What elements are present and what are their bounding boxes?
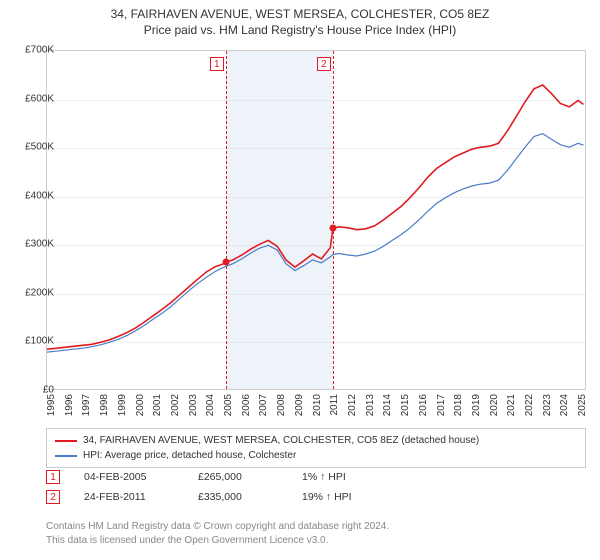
xtick-label: 2010 [312,394,323,416]
xtick-label: 2007 [258,394,269,416]
sale-dot-2 [329,225,336,232]
sale-row-1: 1 04-FEB-2005 £265,000 1% ↑ HPI [46,470,586,484]
xtick-label: 2013 [365,394,376,416]
xtick-label: 1996 [64,394,75,416]
sale-date-2: 24-FEB-2011 [84,491,174,503]
legend: 34, FAIRHAVEN AVENUE, WEST MERSEA, COLCH… [46,428,586,468]
sale-badge-2: 2 [46,490,60,504]
xtick-label: 2025 [577,394,588,416]
ytick-label: £500K [25,142,54,153]
title-line1: 34, FAIRHAVEN AVENUE, WEST MERSEA, COLCH… [0,6,600,22]
xtick-label: 1998 [99,394,110,416]
xtick-label: 2018 [453,394,464,416]
sale-delta-1: 1% ↑ HPI [302,471,382,483]
sale-date-1: 04-FEB-2005 [84,471,174,483]
xtick-label: 2016 [418,394,429,416]
sale-price-1: £265,000 [198,471,278,483]
chart-plot-area: 1 2 [46,50,586,390]
xtick-label: 1999 [117,394,128,416]
xtick-label: 1995 [46,394,57,416]
ytick-label: £600K [25,93,54,104]
xtick-label: 2020 [489,394,500,416]
xtick-label: 2012 [347,394,358,416]
chart-title-block: 34, FAIRHAVEN AVENUE, WEST MERSEA, COLCH… [0,0,600,38]
legend-label-property: 34, FAIRHAVEN AVENUE, WEST MERSEA, COLCH… [83,433,479,448]
xtick-label: 2004 [205,394,216,416]
xtick-label: 2001 [152,394,163,416]
ytick-label: £700K [25,45,54,56]
xtick-label: 2011 [329,394,340,416]
sale-delta-2: 19% ↑ HPI [302,491,382,503]
xtick-label: 2024 [559,394,570,416]
xtick-label: 2023 [542,394,553,416]
xtick-label: 2021 [506,394,517,416]
xtick-label: 2022 [524,394,535,416]
footer-line1: Contains HM Land Registry data © Crown c… [46,520,389,534]
xtick-label: 2000 [135,394,146,416]
legend-swatch-hpi [55,455,77,457]
footer-attribution: Contains HM Land Registry data © Crown c… [46,520,389,547]
xtick-label: 2019 [471,394,482,416]
legend-swatch-property [55,440,77,442]
xtick-label: 1997 [81,394,92,416]
sale-price-2: £335,000 [198,491,278,503]
legend-item-hpi: HPI: Average price, detached house, Colc… [55,448,577,463]
title-line2: Price paid vs. HM Land Registry's House … [0,22,600,38]
ytick-label: £100K [25,336,54,347]
xtick-label: 2014 [382,394,393,416]
xtick-label: 2003 [188,394,199,416]
ytick-label: £400K [25,190,54,201]
line-chart-svg [47,51,585,389]
xtick-label: 2015 [400,394,411,416]
sale-dot-1 [222,259,229,266]
sale-row-2: 2 24-FEB-2011 £335,000 19% ↑ HPI [46,490,586,504]
xtick-label: 2005 [223,394,234,416]
sales-table: 1 04-FEB-2005 £265,000 1% ↑ HPI 2 24-FEB… [46,470,586,510]
xtick-label: 2008 [276,394,287,416]
xtick-label: 2006 [241,394,252,416]
xtick-label: 2017 [436,394,447,416]
ytick-label: £200K [25,287,54,298]
footer-line2: This data is licensed under the Open Gov… [46,534,389,548]
xtick-label: 2002 [170,394,181,416]
xtick-label: 2009 [294,394,305,416]
legend-label-hpi: HPI: Average price, detached house, Colc… [83,448,296,463]
ytick-label: £300K [25,239,54,250]
sale-badge-1: 1 [46,470,60,484]
legend-item-property: 34, FAIRHAVEN AVENUE, WEST MERSEA, COLCH… [55,433,577,448]
